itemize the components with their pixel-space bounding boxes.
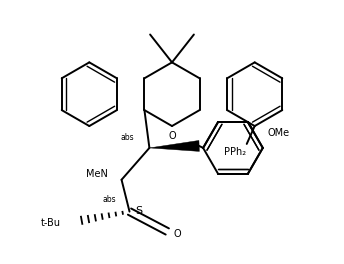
Polygon shape: [149, 140, 200, 151]
Text: S: S: [136, 206, 143, 216]
Text: t-Bu: t-Bu: [41, 218, 61, 228]
Text: O: O: [168, 131, 176, 141]
Text: MeN: MeN: [86, 169, 108, 179]
Text: PPh₂: PPh₂: [224, 147, 246, 157]
Text: abs: abs: [121, 134, 135, 143]
Text: abs: abs: [103, 195, 116, 204]
Text: O: O: [173, 229, 181, 239]
Text: OMe: OMe: [268, 128, 290, 138]
